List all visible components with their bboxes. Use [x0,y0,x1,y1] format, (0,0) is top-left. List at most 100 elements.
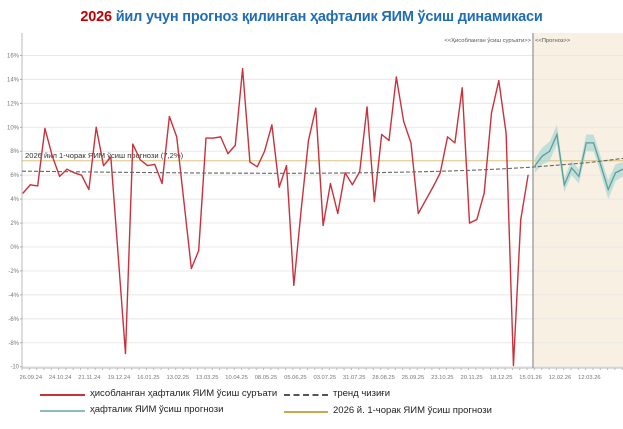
y-tick-label: -4% [8,293,19,299]
forecast-point [592,142,595,144]
actual-point [315,107,317,109]
actual-point [117,254,119,256]
forecast-point [534,165,536,167]
actual-point [388,139,390,142]
actual-point [461,87,463,89]
y-tick-label: -6% [8,317,19,323]
actual-point [73,172,75,174]
actual-point [307,139,310,142]
actual-point [88,188,90,191]
x-tick-label: 12.03.26 [578,375,601,381]
forecast-confidence-band [535,124,623,200]
y-tick-label: 6% [10,173,19,179]
actual-point [95,126,97,128]
actual-point [249,161,251,163]
actual-point [359,170,361,173]
actual-point [344,172,346,174]
y-tick-label: 14% [7,77,20,83]
actual-point [527,174,529,176]
x-tick-label: 18.12.25 [490,375,513,381]
actual-region-label: <<Ҳисобланган ўсиш суръати>> [444,37,531,44]
actual-point [410,142,412,144]
x-tick-label: 05.06.25 [284,375,307,381]
x-tick-label: 12.02.26 [549,375,572,381]
legend-forecast: ҳафталик ЯИМ ўсиш прогнози [90,404,224,415]
x-tick-label: 16.01.25 [137,375,160,381]
actual-point [520,218,522,221]
actual-point [498,80,500,82]
actual-point [161,182,163,185]
actual-point [476,218,478,221]
forecast-region [533,33,623,368]
actual-growth-line [22,67,529,367]
x-tick-label: 23.10.25 [431,375,454,381]
actual-point [234,144,236,146]
actual-point [395,76,397,78]
actual-point [351,184,353,186]
actual-point [110,156,112,158]
x-tick-label: 25.09.25 [402,375,425,381]
forecast-point [549,150,551,152]
actual-point [490,112,493,114]
actual-point [80,174,83,176]
actual-point [29,184,31,186]
legend-swatch-q1 [284,411,328,413]
x-tick-label: 24.10.24 [49,375,72,381]
actual-point [183,202,185,204]
actual-point [220,136,222,138]
actual-point [242,68,244,70]
actual-point [483,192,485,194]
y-tick-label: 4% [10,197,19,203]
actual-point [212,137,214,139]
legend-trend: тренд чизиғи [333,388,391,399]
x-tick-label: 13.02.25 [167,375,190,381]
actual-point [403,120,405,122]
chart-title: 2026 йил учун прогноз қилинган ҳафталик … [0,9,623,25]
x-tick-label: 26.09.24 [20,375,43,381]
x-tick-label: 13.03.25 [196,375,219,381]
actual-point [263,150,266,152]
q1-forecast-annotation: 2026 йил 1-чорак ЯИМ ўсиш прогнози (7,2%… [25,151,184,160]
actual-point [366,106,368,108]
y-tick-label: -2% [8,269,19,275]
legend-swatch-forecast [40,410,85,412]
legend-swatch-actual [40,394,85,396]
actual-point [425,199,427,201]
y-tick-label: -10 [10,365,19,371]
y-tick-label: -8% [8,341,19,347]
x-tick-label: 10.04.25 [225,375,248,381]
legend-q1: 2026 й. 1-чорак ЯИМ ўсиш прогнози [333,405,492,416]
actual-point [22,192,24,194]
forecast-point [607,188,609,191]
actual-point [512,364,515,367]
actual-point [66,168,68,170]
actual-point [132,143,134,145]
x-tick-label: 20.11.25 [461,375,483,381]
forecast-point [578,175,580,177]
trend-line [22,157,623,174]
y-tick-label: 2% [10,221,19,227]
actual-point [44,127,46,130]
actual-point [168,115,170,118]
actual-point [139,159,141,161]
forecast-point [585,142,587,144]
actual-point [322,224,324,227]
actual-point [154,163,156,166]
actual-point [417,212,419,215]
actual-point [198,249,200,252]
legend-actual: ҳисобланган ҳафталик ЯИМ ўсиш суръати [90,388,278,399]
actual-point [439,172,441,174]
x-tick-label: 19.12.24 [108,375,131,381]
forecast-point [614,172,617,174]
actual-point [37,185,39,187]
x-tick-label: 08.05.25 [255,375,278,381]
actual-point [278,186,280,188]
x-tick-label: 15.01.26 [519,375,542,381]
actual-point [300,209,302,211]
x-tick-label: 28.08.25 [372,375,395,381]
actual-point [505,132,507,134]
forecast-point [563,184,565,186]
actual-point [468,222,471,224]
y-tick-label: 16% [7,53,20,59]
x-tick-label: 21.11.24 [78,375,101,381]
